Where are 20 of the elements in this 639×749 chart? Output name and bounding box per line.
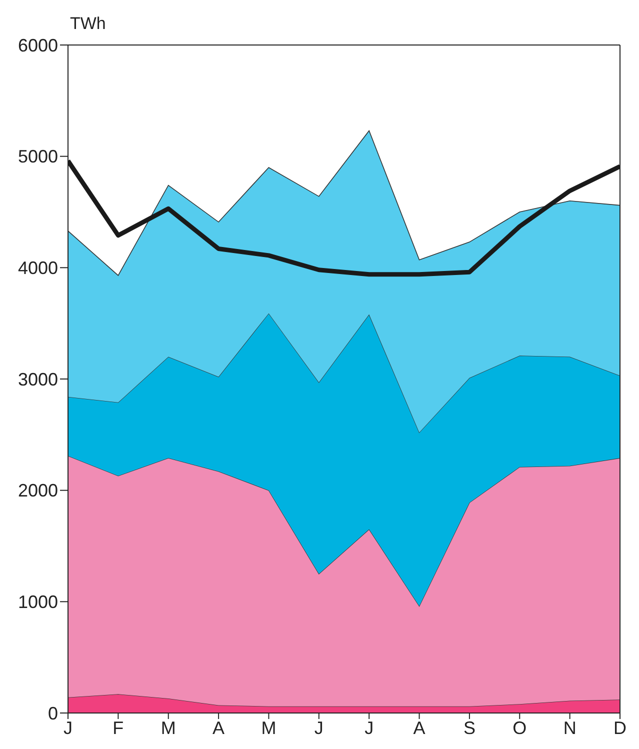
x-tick-label: F (112, 718, 124, 738)
x-tick-label: A (212, 718, 225, 738)
x-tick-label: N (563, 718, 576, 738)
y-tick-label: 2000 (18, 480, 58, 501)
y-tick-label: 3000 (18, 369, 58, 390)
x-tick-label: J (64, 718, 72, 738)
x-tick-label: M (261, 718, 276, 738)
y-tick-label: 5000 (18, 146, 58, 167)
y-tick-label: 1000 (18, 592, 58, 612)
x-tick-label: O (512, 718, 527, 738)
y-tick-label: 4000 (18, 258, 58, 278)
y-tick-label: 6000 (18, 35, 58, 56)
x-tick-label: D (614, 718, 626, 738)
x-tick-label: A (413, 718, 426, 738)
y-axis-title: TWh (70, 14, 106, 34)
x-tick-label: J (364, 718, 374, 738)
x-tick-label: S (463, 718, 476, 738)
x-tick-label: J (314, 718, 324, 738)
x-tick-label: M (160, 718, 176, 738)
y-tick-label: 0 (48, 703, 58, 724)
